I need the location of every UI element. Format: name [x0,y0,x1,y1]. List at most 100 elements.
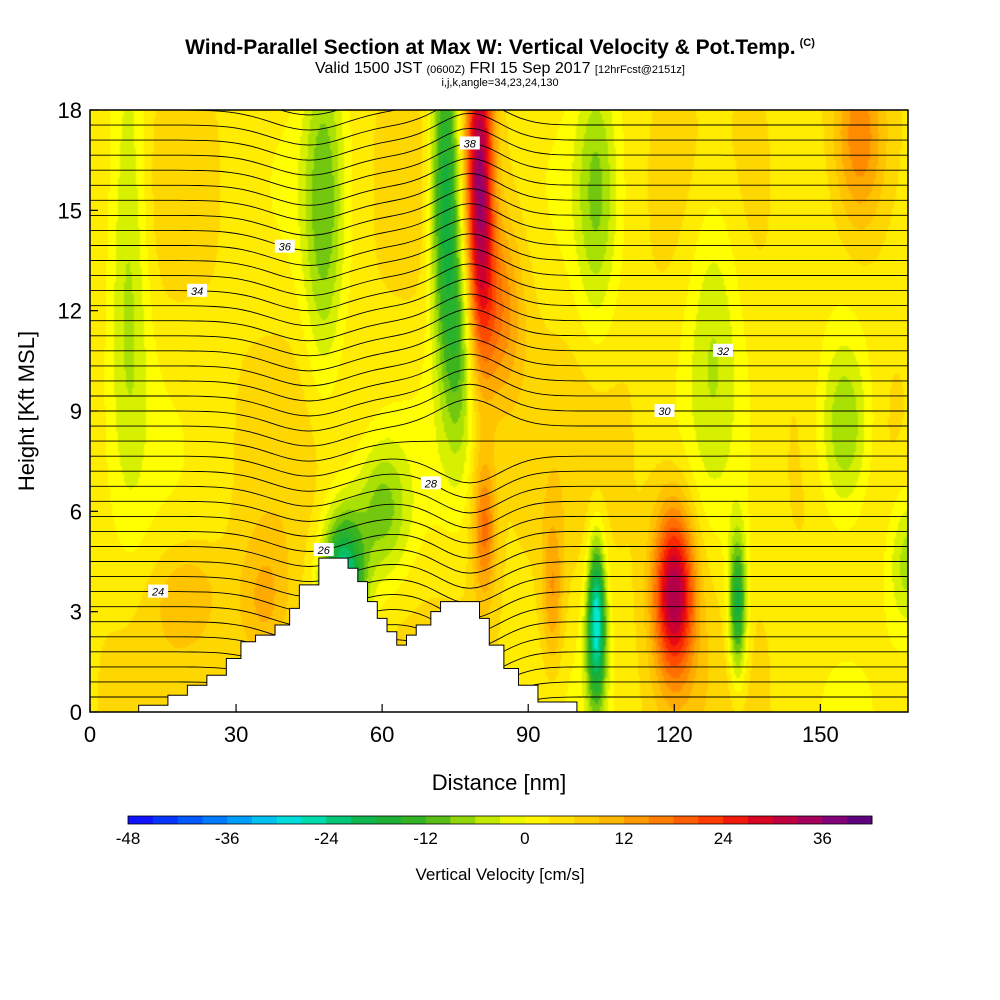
theta-contour [90,621,908,649]
svg-text:28: 28 [424,478,438,490]
y-tick-label: 0 [70,700,82,725]
colorbar-cell [326,816,352,824]
colorbar-cell [376,816,402,824]
theta-contour [90,576,908,604]
theta-contour [90,500,908,529]
colorbar-cell [822,816,848,824]
colorbar-cell [227,816,253,824]
contour-label: 36 [274,239,295,254]
theta-contour [90,38,908,85]
colorbar-tick-label: -48 [116,829,141,848]
theta-contour [90,218,908,266]
theta-contour [90,158,908,206]
colorbar-tick-label: 12 [615,829,634,848]
theta-contour [90,293,908,342]
colorbar-cell [549,816,575,824]
x-tick-label: 60 [370,722,394,747]
theta-contour [90,530,908,559]
theta-contour [90,711,908,712]
pot-temp-contours [90,0,908,712]
theta-contour [90,485,908,514]
title-mark: (C) [799,37,815,49]
y-axis-label: Height [Kft MSL] [14,331,39,491]
y-tick-label: 3 [70,600,82,625]
colorbar-cell [748,816,774,824]
theta-contour [90,338,908,387]
theta-contour [90,203,908,251]
contour-labels: 24 26 28 30 32 34 36 38 [148,136,733,599]
theta-contour [90,383,908,432]
colorbar-cell [475,816,501,824]
theta-contour [90,173,908,221]
colorbar-frame [127,815,873,825]
y-tick-label: 18 [58,98,82,123]
theta-contour [90,0,908,10]
theta-contour [90,546,908,574]
colorbar-tick-label: -12 [413,829,438,848]
colorbar-tick-label: 36 [813,829,832,848]
x-tick-label: 120 [656,722,693,747]
theta-contour [90,248,908,297]
colorbar-tick-label: 24 [714,829,733,848]
colorbar: -48 -36 -24 -12 0 12 24 36 [116,815,873,848]
colorbar-tick-label: 0 [520,829,529,848]
contour-label: 24 [148,584,169,599]
theta-contour [90,263,908,312]
contour-label: 34 [187,283,208,298]
colorbar-cell [524,816,551,824]
contour-label: 28 [420,476,441,490]
colorbar-cell [797,816,823,824]
x-tick-label: 90 [516,722,540,747]
theta-contour [279,110,340,116]
colorbar-cell [673,816,699,824]
contour-label: 38 [459,136,480,150]
theta-contour [90,561,908,589]
colorbar-cell [772,816,799,824]
y-tick-label: 12 [58,299,82,324]
colorbar-cell [252,816,278,824]
contour-label: 30 [654,404,675,418]
theta-contour [90,188,908,236]
x-tick-label: 150 [802,722,839,747]
colorbar-cell [648,816,675,824]
colorbar-cell [202,816,228,824]
theta-contour [90,0,908,25]
colorbar-cell [276,816,303,824]
colorbar-cell [500,816,526,824]
theta-contour [90,368,908,417]
svg-text:30: 30 [658,406,671,418]
svg-text:24: 24 [151,587,164,599]
y-tick-label: 9 [70,399,82,424]
theta-contour [90,110,908,131]
colorbar-label: Vertical Velocity [cm/s] [415,865,584,884]
theta-contour [90,23,908,70]
colorbar-cell [128,816,154,824]
colorbar-cell [301,816,327,824]
colorbar-cell [177,816,203,824]
theta-contour [90,398,908,447]
colorbar-cell [698,816,724,824]
theta-contour [90,0,908,40]
theta-contour [90,142,908,191]
svg-text:26: 26 [317,545,331,557]
x-axis-label: Distance [nm] [432,770,567,795]
theta-contour [90,278,908,327]
theta-contour [90,233,908,282]
colorbar-cell [847,816,873,824]
colorbar-cell [599,816,625,824]
colorbar-cell [425,816,451,824]
theta-contour [90,591,908,619]
theta-contour [90,127,908,176]
svg-text:34: 34 [191,286,203,298]
colorbar-cell [152,816,179,824]
colorbar-cell [723,816,749,824]
colorbar-cell [351,816,377,824]
svg-text:32: 32 [717,346,729,358]
theta-contour [90,470,908,499]
theta-contour [90,53,908,100]
colorbar-cell [574,816,600,824]
y-tick-label: 15 [58,198,82,223]
theta-contour [90,515,908,544]
